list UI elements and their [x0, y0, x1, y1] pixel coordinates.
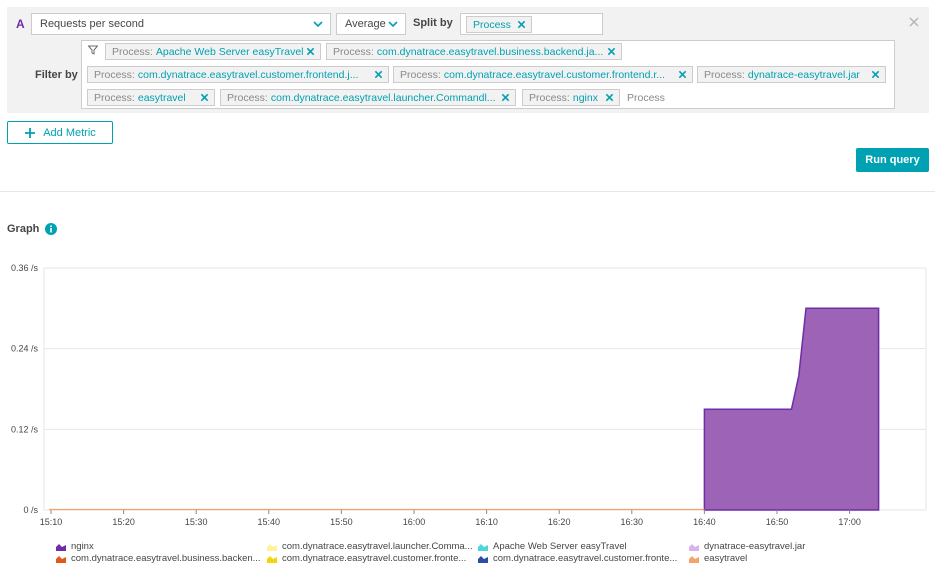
legend-label: nginx [71, 541, 94, 552]
query-panel: A Requests per second Average Split by P… [7, 7, 929, 113]
close-icon[interactable] [374, 70, 383, 79]
x-tick-label: 16:40 [693, 517, 716, 527]
x-tick-label: 15:50 [330, 517, 353, 527]
legend-swatch [689, 555, 699, 563]
legend-swatch-shape [56, 555, 66, 563]
graph-title-label: Graph [7, 223, 40, 235]
legend-item[interactable]: nginx [56, 541, 94, 552]
filter-chip[interactable]: Process: dynatrace-easytravel.jar [697, 66, 886, 83]
filter-chip[interactable]: Process: Apache Web Server easyTravel [105, 43, 321, 60]
legend-label: com.dynatrace.easytravel.launcher.Comma.… [282, 541, 473, 552]
legend-swatch [56, 555, 66, 563]
x-tick-label: 15:40 [258, 517, 281, 527]
add-metric-label: Add Metric [43, 126, 96, 139]
legend-item[interactable]: com.dynatrace.easytravel.customer.fronte… [478, 553, 677, 564]
legend-swatch-shape [267, 555, 277, 563]
y-tick-label: 0 /s [23, 505, 38, 515]
series-area-nginx [703, 307, 880, 511]
split-by-chip[interactable]: Process [466, 16, 532, 33]
aggregation-select[interactable]: Average [336, 13, 406, 35]
close-icon[interactable] [200, 93, 209, 102]
filter-chip[interactable]: Process: easytravel [87, 89, 215, 106]
close-icon[interactable] [678, 70, 687, 79]
x-tick-label: 15:10 [40, 517, 63, 527]
y-tick-label: 0.12 /s [11, 424, 39, 434]
legend-swatch [56, 543, 66, 551]
x-tick-label: 15:20 [112, 517, 135, 527]
divider [0, 191, 935, 192]
x-tick-label: 16:20 [548, 517, 571, 527]
filter-chip[interactable]: Process: com.dynatrace.easytravel.custom… [393, 66, 693, 83]
graph-title: Graph [7, 223, 58, 235]
legend-swatch-shape [56, 543, 66, 551]
filter-placeholder[interactable]: Process [627, 92, 665, 104]
filter-icon [88, 45, 98, 55]
legend-swatch [267, 555, 277, 563]
legend-label: dynatrace-easytravel.jar [704, 541, 806, 552]
aggregation-select-value: Average [345, 18, 386, 30]
y-tick-label: 0.24 /s [11, 344, 39, 354]
legend-swatch-shape [689, 543, 699, 551]
filter-chip[interactable]: Process: com.dynatrace.easytravel.busine… [326, 43, 622, 60]
split-by-label: Split by [413, 17, 453, 29]
legend-swatch-shape [689, 555, 699, 563]
legend-label: easytravel [704, 553, 748, 564]
legend-item[interactable]: com.dynatrace.easytravel.customer.fronte… [267, 553, 466, 564]
chevron-down-icon [313, 21, 323, 28]
legend-swatch [478, 543, 488, 551]
x-tick-label: 16:50 [766, 517, 789, 527]
legend-item[interactable]: dynatrace-easytravel.jar [689, 541, 805, 552]
filter-chip[interactable]: Process: com.dynatrace.easytravel.launch… [220, 89, 516, 106]
legend-swatch-shape [478, 555, 488, 563]
split-by-chip-label: Process [473, 18, 511, 31]
split-by-input[interactable]: Process [460, 13, 603, 35]
close-icon[interactable] [607, 47, 616, 56]
close-icon[interactable] [501, 93, 510, 102]
filter-by-label: Filter by [35, 69, 78, 81]
metric-select-value: Requests per second [40, 18, 144, 30]
close-icon[interactable] [306, 47, 315, 56]
filter-input[interactable]: Process: Apache Web Server easyTravel Pr… [81, 40, 895, 109]
legend-label: com.dynatrace.easytravel.customer.fronte… [282, 553, 467, 564]
legend-swatch-shape [478, 543, 488, 551]
query-letter: A [16, 17, 25, 31]
close-icon[interactable] [517, 20, 526, 29]
y-tick-label: 0.36 /s [11, 263, 39, 273]
legend-item[interactable]: com.dynatrace.easytravel.launcher.Comma.… [267, 541, 473, 552]
metric-select[interactable]: Requests per second [31, 13, 331, 35]
add-metric-button[interactable]: Add Metric [7, 121, 113, 144]
x-tick-label: 16:10 [475, 517, 498, 527]
legend-item[interactable]: Apache Web Server easyTravel [478, 541, 627, 552]
x-tick-label: 15:30 [185, 517, 208, 527]
x-tick-label: 17:00 [838, 517, 861, 527]
graph-chart: 0 /s 0.12 /s 0.24 /s 0.36 /s 15:10 15:20 15:30… [11, 263, 927, 527]
filter-chip[interactable]: Process: com.dynatrace.easytravel.custom… [87, 66, 389, 83]
run-query-button[interactable]: Run query [856, 148, 929, 172]
legend-swatch-shape [267, 543, 277, 551]
legend-swatch [478, 555, 488, 563]
legend-label: com.dynatrace.easytravel.customer.fronte… [493, 553, 678, 564]
info-icon[interactable] [45, 223, 58, 235]
close-icon[interactable] [871, 70, 880, 79]
legend-label: com.dynatrace.easytravel.business.backen… [71, 553, 261, 564]
x-tick-label: 16:00 [403, 517, 426, 527]
legend-item[interactable]: com.dynatrace.easytravel.business.backen… [56, 553, 261, 564]
legend-swatch [267, 543, 277, 551]
legend-swatch [689, 543, 699, 551]
close-icon[interactable] [605, 93, 614, 102]
chevron-down-icon [388, 21, 398, 28]
plus-icon [25, 127, 36, 138]
remove-query-icon[interactable] [907, 15, 921, 29]
filter-chip[interactable]: Process: nginx [522, 89, 620, 106]
legend-item[interactable]: easytravel [689, 553, 747, 564]
legend-label: Apache Web Server easyTravel [493, 541, 627, 552]
x-tick-label: 16:30 [621, 517, 644, 527]
